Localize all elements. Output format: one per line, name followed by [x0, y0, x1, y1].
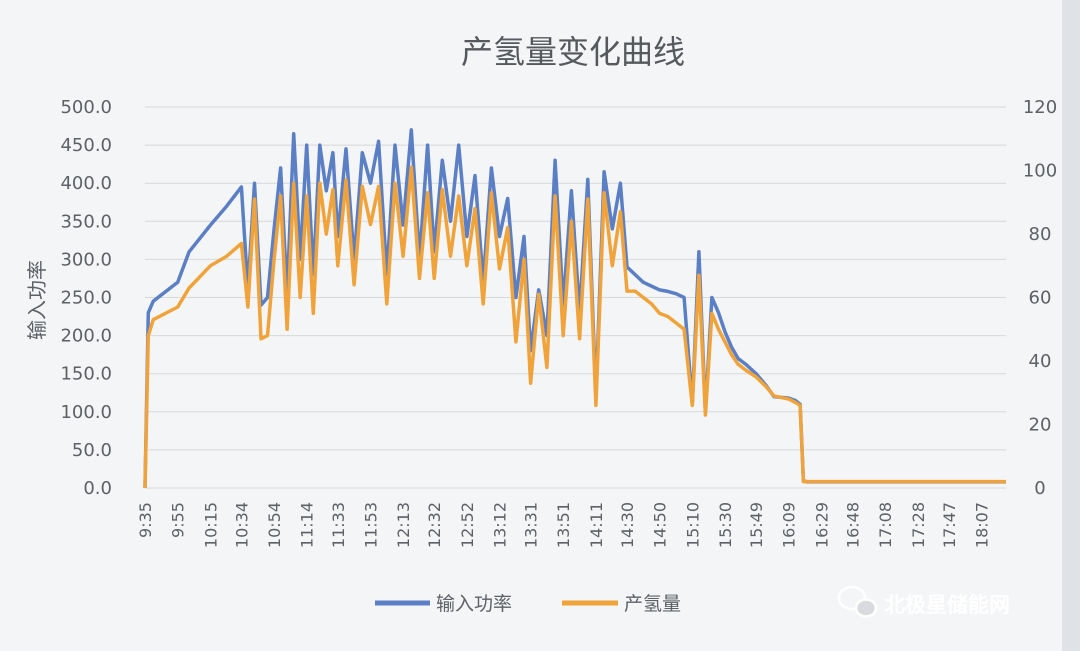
- x-tick-label: 9:35: [136, 502, 155, 538]
- x-axis-ticks: 9:35 9:55 10:15 10:34 10:54 11:14 11:33 11:53 12…: [136, 502, 991, 548]
- legend: 输入功率 产氢量: [375, 593, 681, 615]
- x-tick-label: 16:29: [812, 502, 831, 548]
- series-line-hydrogen: [143, 165, 1006, 489]
- x-tick-label: 9:55: [169, 502, 188, 538]
- x-tick-label: 14:50: [651, 502, 670, 548]
- right-tick-label: 20: [1029, 415, 1052, 436]
- x-tick-label: 13:12: [491, 502, 510, 548]
- x-tick-label: 15:30: [716, 502, 735, 548]
- x-tick-label: 17:08: [876, 502, 895, 548]
- x-tick-label: 11:33: [329, 502, 348, 548]
- x-tick-label: 10:54: [265, 502, 284, 548]
- left-axis-ticks: 500.0 450.0 400.0 350.0 300.0 250.0 200.0 150.0…: [60, 97, 112, 499]
- legend-label-hydrogen: 产氢量: [624, 593, 681, 615]
- x-tick-label: 16:09: [780, 502, 799, 548]
- left-tick-label: 50.0: [72, 440, 112, 461]
- paper-edge: [1062, 0, 1080, 651]
- x-tick-label: 13:31: [522, 502, 541, 548]
- right-tick-label: 0: [1034, 478, 1045, 499]
- x-tick-label: 18:07: [972, 502, 991, 548]
- right-tick-label: 100: [1023, 161, 1057, 182]
- left-tick-label: 500.0: [60, 97, 112, 118]
- left-tick-label: 200.0: [60, 326, 112, 347]
- left-tick-label: 0.0: [83, 478, 112, 499]
- wechat-icon: [837, 585, 878, 618]
- x-tick-label: 15:10: [683, 502, 702, 548]
- x-tick-label: 11:53: [361, 502, 380, 548]
- left-tick-label: 150.0: [60, 364, 112, 385]
- x-tick-label: 17:47: [940, 502, 959, 548]
- right-tick-label: 40: [1029, 351, 1052, 372]
- right-tick-label: 60: [1029, 288, 1052, 309]
- x-tick-label: 12:13: [394, 502, 413, 548]
- left-tick-label: 350.0: [60, 211, 112, 232]
- legend-label-power: 输入功率: [436, 593, 512, 615]
- chart-title: 产氢量变化曲线: [461, 33, 685, 71]
- x-tick-label: 10:34: [232, 502, 251, 548]
- x-tick-label: 17:28: [909, 502, 928, 548]
- left-tick-label: 400.0: [60, 173, 112, 194]
- x-tick-label: 13:51: [554, 502, 573, 548]
- left-axis-label: 输入功率: [25, 260, 49, 340]
- x-tick-label: 14:30: [618, 502, 637, 548]
- left-tick-label: 250.0: [60, 288, 112, 309]
- x-tick-label: 15:49: [747, 502, 766, 548]
- x-tick-label: 12:52: [458, 502, 477, 548]
- x-tick-label: 12:32: [425, 502, 444, 548]
- watermark-text: 北极星储能网: [884, 593, 1010, 617]
- left-tick-label: 450.0: [60, 135, 112, 156]
- right-tick-label: 120: [1023, 97, 1057, 118]
- x-tick-label: 14:11: [587, 502, 606, 548]
- watermark: 北极星储能网: [837, 585, 1010, 618]
- x-tick-label: 11:14: [298, 502, 317, 548]
- right-axis-ticks: 120 100 80 60 40 20 0: [1023, 97, 1057, 499]
- series-line-power: [143, 128, 1006, 489]
- x-tick-label: 16:48: [843, 502, 862, 548]
- left-tick-label: 300.0: [60, 249, 112, 270]
- left-tick-label: 100.0: [60, 402, 112, 423]
- right-tick-label: 80: [1029, 224, 1052, 245]
- x-tick-label: 10:15: [201, 502, 220, 548]
- series-lines: [143, 128, 1006, 489]
